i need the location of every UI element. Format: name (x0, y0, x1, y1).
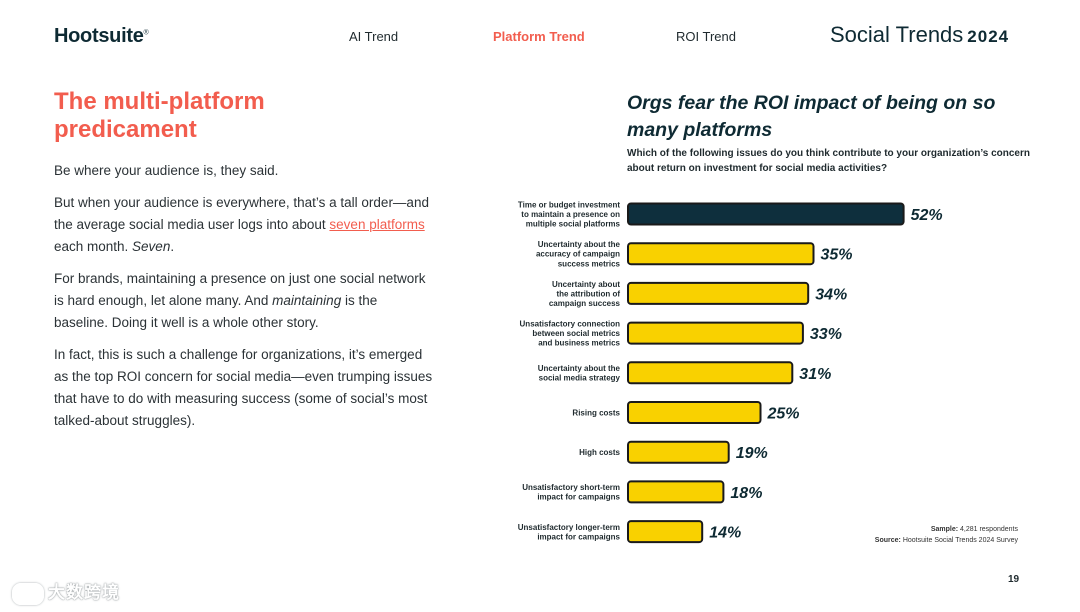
page-number: 19 (1008, 574, 1020, 585)
bar (627, 401, 762, 424)
bar (627, 361, 794, 385)
category-label: Unsatisfactory short-term impact for camp… (522, 483, 620, 502)
chart-question: Which of the following issues do you thi… (627, 148, 1030, 174)
value-label: 35% (821, 247, 853, 264)
bar (627, 480, 725, 504)
value-label: 34% (815, 286, 847, 303)
nav-platform-trend[interactable]: Platform Trend (493, 29, 585, 44)
value-label: 52% (911, 207, 943, 224)
value-label: 25% (767, 406, 800, 423)
category-label: Unsatisfactory connection between social … (520, 320, 621, 348)
paragraph: For brands, maintaining a presence on ju… (54, 271, 426, 330)
bar (627, 520, 704, 544)
nav-ai-trend[interactable]: AI Trend (349, 29, 399, 44)
paragraph: But when your audience is everywhere, th… (54, 195, 429, 254)
bar (627, 202, 905, 226)
value-label: 31% (799, 366, 831, 383)
category-label: High costs (579, 448, 620, 457)
paragraph: Be where your audience is, they said. (54, 163, 279, 178)
watermark: 大数跨境 (12, 578, 120, 605)
bar (627, 321, 804, 345)
category-label: Time or budget investment to maintain a p… (518, 200, 621, 228)
seven-platforms-link[interactable]: seven platforms (329, 217, 425, 232)
brand-title: Social Trends 2024 (830, 22, 1010, 47)
nav-roi-trend[interactable]: ROI Trend (676, 29, 736, 44)
bar (627, 281, 810, 305)
paragraph: In fact, this is such a challenge for or… (54, 347, 433, 428)
hootsuite-logo[interactable]: Hootsuite® (54, 25, 149, 47)
value-label: 14% (709, 525, 741, 542)
header: Hootsuite® AI Trend Platform Trend ROI T… (0, 0, 1080, 70)
bar (627, 440, 730, 464)
category-label: Uncertainty about the accuracy of campaig… (536, 240, 621, 268)
chart-source: Sample: 4,281 respondents Source: Hootsu… (874, 526, 1018, 544)
bar (627, 242, 815, 266)
bar-chart: Time or budget investment to maintain a p… (518, 200, 943, 544)
category-label: Uncertainty about the social media strate… (538, 364, 621, 383)
article-body: Be where your audience is, they said. Bu… (54, 160, 434, 442)
category-label: Uncertainty about the attribution of campa… (549, 280, 621, 308)
value-label: 33% (810, 326, 842, 343)
page-title: The multi-platform predicament (54, 88, 265, 143)
category-label: Unsatisfactory longer-term impact for cam… (518, 523, 621, 542)
chart-title: Orgs fear the ROI impact of being on so … (627, 92, 996, 141)
watermark-logo-icon (12, 582, 44, 605)
value-label: 18% (730, 485, 762, 502)
category-label: Rising costs (572, 409, 620, 418)
brand-year: 2024 (967, 27, 1010, 46)
value-label: 19% (736, 445, 768, 462)
